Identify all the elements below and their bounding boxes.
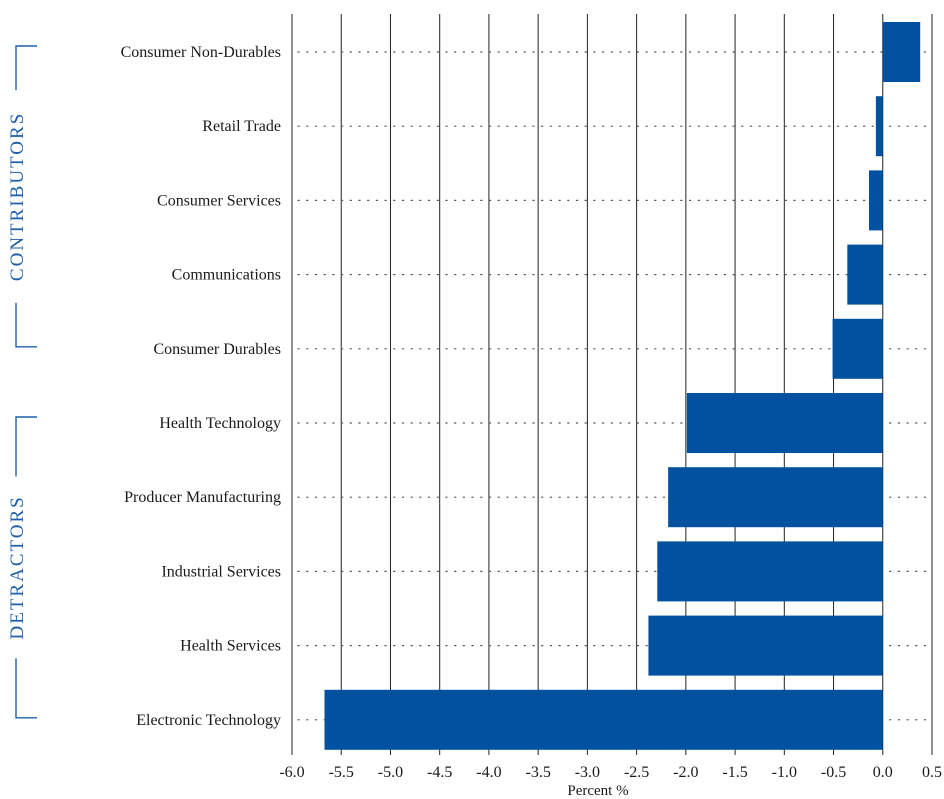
x-tick-label: -5.0	[378, 764, 403, 781]
group-label: DETRACTORS	[7, 495, 28, 639]
group-bracket-top	[15, 416, 37, 477]
x-tick-label: -3.0	[575, 764, 600, 781]
x-tick-label: -0.5	[821, 764, 846, 781]
bar	[875, 96, 883, 157]
x-tick-label: -2.0	[673, 764, 698, 781]
group-bracket-bottom	[15, 658, 37, 719]
x-tick-labels: -6.0 -5.5 -5.0 -4.5 -4.0 -3.5 -3.0 -2.5 -2.0 -1.5…	[279, 764, 942, 781]
bar	[832, 318, 883, 379]
category-label: Producer Manufacturing	[124, 489, 281, 506]
category-label: Consumer Durables	[153, 341, 281, 358]
category-label: Communications	[172, 267, 281, 284]
bar	[868, 170, 883, 231]
category-label: Retail Trade	[202, 118, 281, 135]
x-tick-label: -6.0	[279, 764, 304, 781]
bar	[648, 615, 883, 676]
x-tick-label: -4.0	[476, 764, 501, 781]
x-tick-label: -4.5	[427, 764, 452, 781]
category-label: Consumer Services	[157, 192, 281, 209]
group-bracket-bottom	[15, 302, 37, 348]
bar	[668, 467, 883, 528]
x-tick-label: -1.0	[772, 764, 797, 781]
x-tick-label: 0.5	[922, 764, 942, 781]
x-axis-title: Percent %	[567, 783, 628, 799]
category-label: Health Services	[180, 638, 281, 655]
x-tick-label: -5.5	[329, 764, 354, 781]
category-labels: Consumer Non-Durables Retail Trade Consume…	[121, 44, 281, 729]
bar	[686, 393, 883, 453]
x-tick-label: -3.5	[525, 764, 550, 781]
category-label: Consumer Non-Durables	[121, 44, 281, 61]
bar	[847, 244, 883, 305]
bars	[324, 22, 921, 750]
x-tick-label: -2.5	[624, 764, 649, 781]
x-tick-label: -1.5	[722, 764, 747, 781]
x-tick-label: 0.0	[873, 764, 893, 781]
bar	[882, 22, 921, 82]
category-label: Industrial Services	[161, 563, 281, 580]
group-brackets: CONTRIBUTORS DETRACTORS	[7, 45, 37, 719]
group-label: CONTRIBUTORS	[7, 112, 28, 281]
bar	[657, 541, 883, 602]
category-guide-lines	[297, 51, 933, 721]
category-label: Health Technology	[159, 415, 281, 432]
category-label: Electronic Technology	[136, 712, 281, 729]
group-bracket-top	[15, 45, 37, 90]
bar	[324, 689, 883, 750]
